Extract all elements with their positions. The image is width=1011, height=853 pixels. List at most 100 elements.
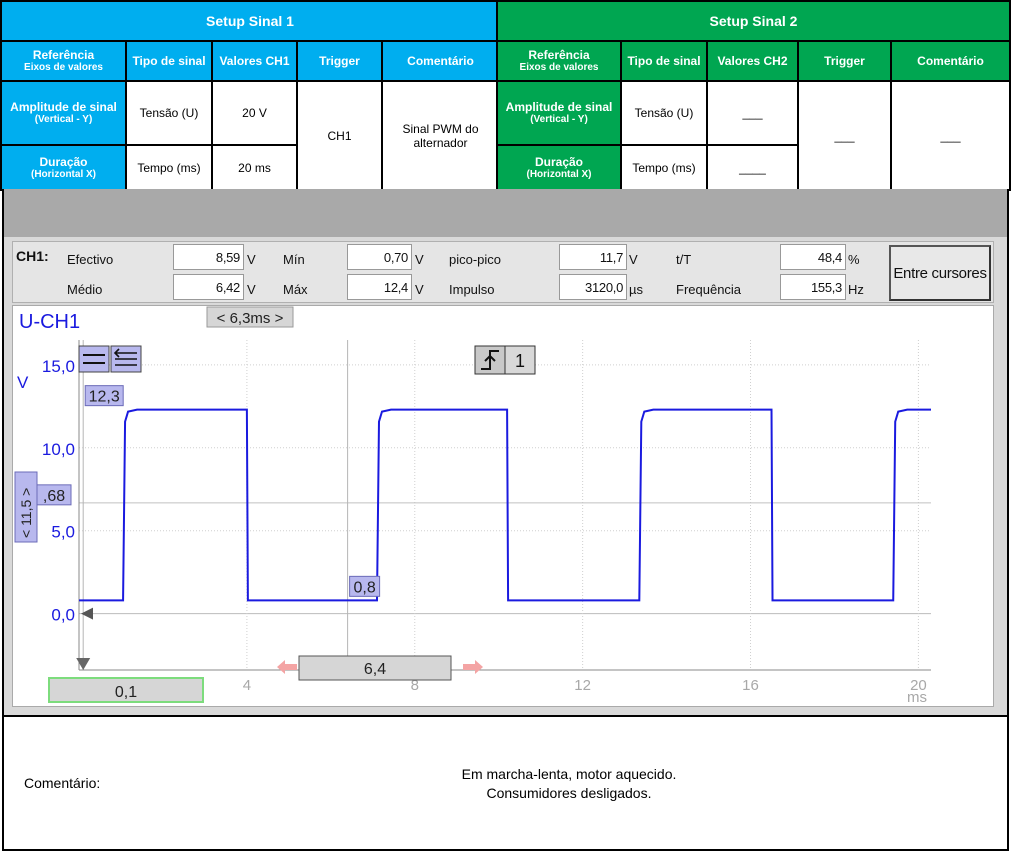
hlines-icon-glyph <box>83 354 105 364</box>
unit-pico-pico: V <box>629 252 638 267</box>
unit-impulso: µs <box>629 282 643 297</box>
cursor-2-position-box[interactable] <box>298 655 452 681</box>
amplitude-valor: ___ <box>706 80 799 146</box>
unit-medio: V <box>247 282 256 297</box>
setup-1-title: Setup Sinal 1 <box>0 0 500 42</box>
x-tick-label: 4 <box>243 677 251 694</box>
entre-cursores-button[interactable]: Entre cursores <box>889 245 991 301</box>
label-impulso: Impulso <box>449 282 495 297</box>
value-frequencia: 155,3 <box>780 274 846 300</box>
label-medio: Médio <box>67 282 103 297</box>
comment-label: Comentário: <box>24 775 101 791</box>
hlines-icon[interactable] <box>78 345 110 373</box>
header-valores: Valores CH2 <box>706 40 799 82</box>
x-tick-label: 16 <box>742 677 759 694</box>
trigger-value: CH1 <box>296 80 383 191</box>
value-efectivo: 8,59 <box>173 244 244 270</box>
header-valores: Valores CH1 <box>211 40 298 82</box>
delta-x-label: < 6,3ms > <box>217 310 284 327</box>
axis-layer: 15,010,05,00,0048121620msVU-CH1 <box>17 311 931 706</box>
trigger-channel-label: 1 <box>515 351 525 371</box>
value-tt: 48,4 <box>780 244 846 270</box>
setup-signal-2-table: Setup Sinal 2 Referência Eixos de valores… <box>496 0 1011 191</box>
hcursor-label: ,68 <box>43 488 65 505</box>
grid-layer <box>79 340 931 670</box>
scope-toolbar-band <box>2 189 1009 237</box>
unit-max: V <box>415 282 424 297</box>
cursor-2-y-label: 0,8 <box>353 579 375 596</box>
duracao-valor: 20 ms <box>211 144 298 191</box>
cursor-2-position-label: 6,4 <box>364 661 386 678</box>
setup-2-title: Setup Sinal 2 <box>496 0 1011 42</box>
comment-line-2: Consumidores desligados. <box>486 785 652 801</box>
x-tick-label: 12 <box>574 677 591 694</box>
row-duracao-label: Duração (Horizontal X) <box>0 144 127 191</box>
header-tipo-sinal: Tipo de sinal <box>620 40 708 82</box>
cursor-1-position-box[interactable] <box>48 677 204 703</box>
header-comentario: Comentário <box>381 40 500 82</box>
amplitude-tipo: Tensão (U) <box>620 80 708 146</box>
duracao-tipo: Tempo (ms) <box>125 144 213 191</box>
label-max: Máx <box>283 282 308 297</box>
trace-layer <box>79 408 931 602</box>
duracao-valor: ____ <box>706 144 799 191</box>
measurement-panel: CH1: Efectivo 8,59 V Médio 6,42 V Mín 0,… <box>12 241 994 303</box>
delta-y-label: < 11,5 > <box>18 488 34 538</box>
comment-line-1: Em marcha-lenta, motor aquecido. <box>461 766 677 782</box>
y-tick-label: 15,0 <box>42 357 75 376</box>
y-tick-label: 0,0 <box>51 606 75 625</box>
oscilloscope-window: CH1: Efectivo 8,59 V Médio 6,42 V Mín 0,… <box>2 237 1009 715</box>
y-unit-label: V <box>17 373 29 392</box>
unit-tt: % <box>848 252 860 267</box>
zero-marker-icon <box>81 607 93 620</box>
trigger-value: ___ <box>797 80 892 191</box>
y-tick-label: 10,0 <box>42 440 75 459</box>
plot-panel: 15,010,05,00,0048121620msVU-CH1 12,30,8,… <box>12 305 994 707</box>
cursor-1-position-label: 0,1 <box>115 684 137 701</box>
y-tick-label: 5,0 <box>51 523 75 542</box>
x-tick-label: 20 <box>910 677 927 694</box>
value-impulso: 3120,0 <box>559 274 627 300</box>
cursor-1-y-label: 12,3 <box>89 389 120 406</box>
label-min: Mín <box>283 252 305 267</box>
ch1-waveform <box>79 408 931 602</box>
header-trigger: Trigger <box>797 40 892 82</box>
plot-title: U-CH1 <box>19 311 80 333</box>
duracao-tipo: Tempo (ms) <box>620 144 708 191</box>
x-tick-label: 8 <box>411 677 419 694</box>
overlay-layer: 12,3 0,8 ,68 < 11,5 > < 6,3ms > 1 0,1 6,4 <box>14 306 536 703</box>
amplitude-tipo: Tensão (U) <box>125 80 213 146</box>
unit-efectivo: V <box>247 252 256 267</box>
channel-label: CH1: <box>16 248 49 264</box>
cursor-1-marker-icon[interactable] <box>76 658 91 670</box>
header-trigger: Trigger <box>296 40 383 82</box>
unit-min: V <box>415 252 424 267</box>
header-comentario: Comentário <box>890 40 1011 82</box>
cursor-2-y-label-bg <box>349 575 381 597</box>
cursor-2-right-arrow-icon[interactable] <box>463 660 483 674</box>
value-max: 12,4 <box>347 274 412 300</box>
row-duracao-label: Duração (Horizontal X) <box>496 144 622 191</box>
comment-text: Em marcha-lenta, motor aquecido. Consumi… <box>364 765 774 803</box>
comentario-value: Sinal PWM do alternador <box>381 80 500 191</box>
trigger-edge-glyph <box>481 350 499 370</box>
waveform-plot[interactable]: 15,010,05,00,0048121620msVU-CH1 12,30,8,… <box>13 306 995 708</box>
delta-y-tag-bg <box>14 471 38 543</box>
header-referencia: Referência Eixos de valores <box>0 40 127 82</box>
cursor-2-left-arrow-icon[interactable] <box>277 660 297 674</box>
value-min: 0,70 <box>347 244 412 270</box>
label-efectivo: Efectivo <box>67 252 114 267</box>
header-referencia: Referência Eixos de valores <box>496 40 622 82</box>
label-frequencia: Frequência <box>676 282 742 297</box>
setup-signal-1-table: Setup Sinal 1 Referência Eixos de valores… <box>0 0 500 191</box>
comment-box: Comentário: Em marcha-lenta, motor aquec… <box>2 715 1009 851</box>
amplitude-valor: 20 V <box>211 80 298 146</box>
header-tipo-sinal: Tipo de sinal <box>125 40 213 82</box>
arrow-lines-icon-glyph <box>113 348 137 366</box>
unit-frequencia: Hz <box>848 282 864 297</box>
trigger-channel-bg <box>504 345 536 375</box>
label-tt: t/T <box>676 252 692 267</box>
value-pico-pico: 11,7 <box>559 244 627 270</box>
label-pico-pico: pico-pico <box>449 252 502 267</box>
x-unit-label: ms <box>907 689 927 706</box>
